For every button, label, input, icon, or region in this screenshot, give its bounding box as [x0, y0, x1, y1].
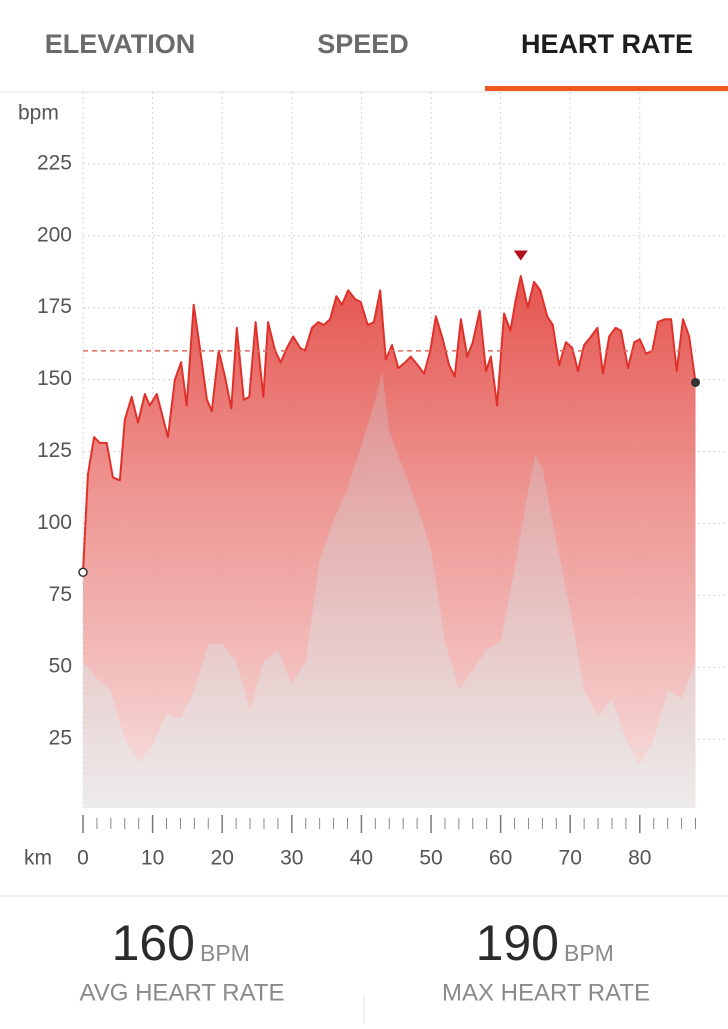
- start-point: [78, 567, 88, 578]
- x-tick-label: 0: [77, 847, 89, 870]
- max-value: 190: [476, 915, 559, 971]
- x-tick-label: 60: [489, 847, 512, 870]
- y-tick-label: 50: [49, 655, 72, 678]
- heart-rate-line: [82, 275, 697, 573]
- active-tab-indicator: [485, 86, 728, 91]
- x-tick-label: 80: [628, 847, 651, 870]
- max-marker: [513, 250, 528, 261]
- tab-elevation[interactable]: ELEVATION: [45, 29, 196, 59]
- y-tick-label: 75: [49, 583, 72, 606]
- x-tick-label: 40: [350, 847, 373, 870]
- x-tick-label: 30: [280, 847, 303, 870]
- x-tick-label: 50: [419, 847, 442, 870]
- end-point: [691, 377, 700, 387]
- tab-speed[interactable]: SPEED: [317, 29, 409, 59]
- x-tick-label: 20: [211, 847, 234, 870]
- y-tick-label: 175: [37, 295, 72, 318]
- y-tick-label: 200: [37, 223, 72, 246]
- chart: bpm 25 50 75 100 125 150 175 200 225 0 10 20 30 40 50 60…: [18, 92, 728, 870]
- y-tick-label: 125: [37, 439, 72, 462]
- y-tick-label: 225: [37, 151, 72, 174]
- x-axis-label: km: [24, 847, 52, 870]
- y-tick-label: 150: [37, 367, 72, 390]
- avg-value: 160: [112, 915, 195, 971]
- x-tick-label: 70: [559, 847, 582, 870]
- y-axis-label: bpm: [18, 102, 59, 125]
- y-tick-label: 100: [37, 511, 72, 534]
- max-unit: BPM: [564, 940, 614, 966]
- elevation-area: [83, 371, 696, 808]
- avg-unit: BPM: [200, 940, 250, 966]
- avg-label: AVG HEART RATE: [80, 979, 285, 1006]
- x-tick-label: 10: [141, 847, 164, 870]
- tab-heart-rate[interactable]: HEART RATE: [521, 29, 693, 59]
- max-label: MAX HEART RATE: [442, 979, 650, 1006]
- y-tick-label: 25: [49, 727, 72, 750]
